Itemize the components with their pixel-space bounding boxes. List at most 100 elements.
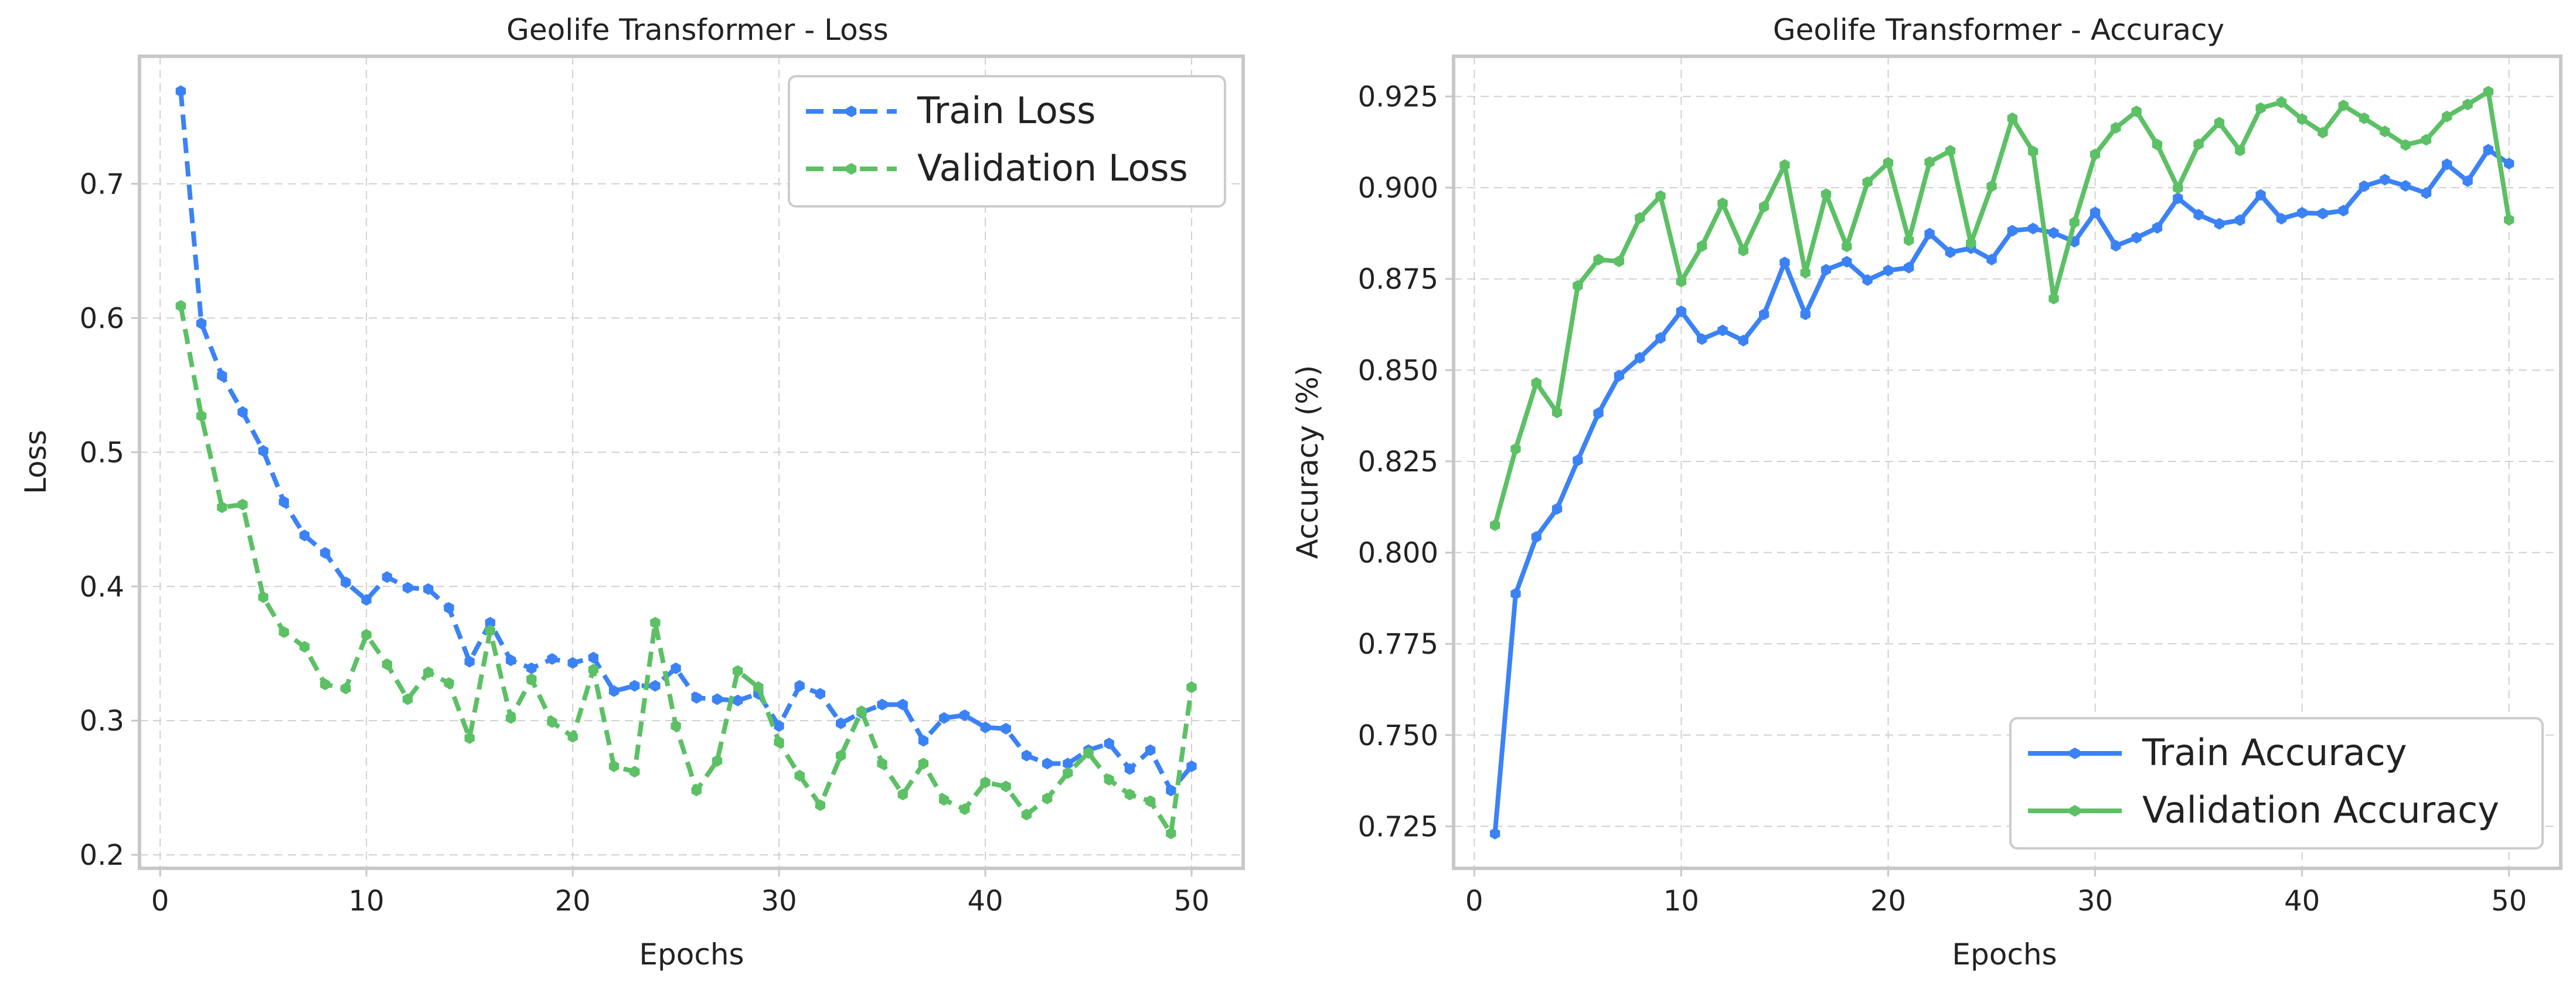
loss-y-tick-label: 0.6	[80, 302, 124, 335]
validation-accuracy-legend-marker	[2070, 805, 2080, 817]
loss-series	[175, 85, 1197, 840]
train-loss-point	[1001, 722, 1011, 735]
train-loss-point	[1166, 784, 1176, 797]
train-loss-point	[382, 571, 392, 583]
loss-x-tick-label: 40	[968, 885, 1003, 918]
train-loss-point	[733, 694, 743, 706]
train-loss-point	[691, 692, 702, 704]
accuracy-ticks: 0 10 20 30 40 50 0.725 0.750 0.775 0.800 0.825 0.85…	[1358, 80, 2527, 918]
train-accuracy-point	[2483, 144, 2494, 156]
loss-legend-box	[788, 75, 1226, 208]
validation-accuracy-point	[1842, 240, 1852, 253]
validation-accuracy-point	[1924, 156, 1935, 168]
train-accuracy-point	[2214, 218, 2225, 230]
train-accuracy-point	[2442, 158, 2452, 171]
accuracy-y-tick-label: 0.850	[1358, 354, 1438, 387]
train-accuracy-point	[1904, 261, 1914, 274]
train-loss-point	[794, 680, 805, 692]
validation-accuracy-point	[2421, 134, 2432, 146]
validation-accuracy-point	[1966, 237, 1976, 249]
train-accuracy-point	[1986, 253, 1997, 266]
train-accuracy-point	[2318, 208, 2328, 220]
validation-loss-point	[959, 803, 970, 816]
train-loss-point	[278, 496, 289, 508]
train-loss-point	[547, 653, 557, 665]
accuracy-legend-box	[2009, 717, 2544, 850]
train-accuracy-point	[1924, 227, 1935, 240]
validation-loss-point	[1186, 681, 1197, 693]
train-accuracy-point	[1697, 333, 1707, 345]
train-accuracy-point	[1883, 264, 1894, 277]
train-loss-point	[237, 406, 248, 418]
train-accuracy-point	[2338, 205, 2349, 217]
accuracy-chart: Geolife Transformer - Accuracy 0 10 20 30 40…	[1291, 13, 2563, 971]
train-loss-point	[1104, 738, 1114, 750]
train-accuracy-point	[1490, 827, 1500, 840]
legend-label-validation-loss: Validation Loss	[917, 147, 1188, 189]
validation-accuracy-point	[2338, 100, 2349, 111]
validation-accuracy-point	[2483, 86, 2494, 98]
train-accuracy-point	[2235, 214, 2245, 226]
validation-loss-point	[1083, 747, 1094, 759]
validation-loss-point	[464, 732, 475, 744]
legend-label-train-accuracy: Train Accuracy	[2142, 731, 2407, 774]
train-loss-point	[815, 688, 826, 700]
validation-accuracy-point	[1573, 280, 1583, 292]
loss-y-tick-label: 0.4	[80, 570, 124, 603]
accuracy-x-axis-label: Epochs	[1952, 937, 2057, 971]
validation-loss-point	[361, 629, 372, 641]
validation-accuracy-point	[1904, 234, 1914, 246]
train-accuracy-point	[2276, 213, 2286, 225]
validation-loss-point	[402, 693, 413, 705]
train-accuracy-point	[2152, 222, 2163, 234]
train-accuracy-point	[2028, 222, 2039, 235]
validation-loss-point	[774, 736, 784, 748]
validation-accuracy-point	[1862, 176, 1873, 188]
train-accuracy-point	[2462, 175, 2473, 187]
validation-accuracy-point	[1490, 519, 1500, 531]
train-accuracy-point	[2007, 225, 2017, 237]
validation-accuracy-point	[2214, 117, 2225, 129]
validation-accuracy-point	[1800, 267, 1811, 279]
accuracy-x-tick-label: 30	[2077, 885, 2113, 918]
validation-loss-point	[320, 678, 331, 691]
accuracy-y-axis-label: Accuracy (%)	[1291, 365, 1325, 559]
validation-accuracy-point	[2442, 110, 2452, 123]
train-loss-point	[608, 685, 620, 697]
train-loss-point	[712, 693, 723, 705]
loss-x-tick-label: 0	[151, 885, 169, 918]
validation-accuracy-point	[2400, 139, 2411, 151]
validation-accuracy-point	[2504, 213, 2514, 226]
validation-accuracy-point	[2028, 145, 2039, 158]
accuracy-x-tick-label: 10	[1663, 885, 1699, 918]
train-accuracy-point	[1655, 332, 1666, 344]
legend-label-validation-accuracy: Validation Accuracy	[2142, 789, 2499, 831]
accuracy-y-tick-label: 0.725	[1358, 810, 1438, 843]
loss-ticks: 0 10 20 30 40 50 0.2 0.3 0.4 0.5 0.6 0.7	[80, 168, 1210, 918]
validation-accuracy-point	[1779, 159, 1790, 171]
train-accuracy-point	[2131, 232, 2142, 244]
validation-accuracy-point	[1820, 188, 1832, 201]
accuracy-x-tick-label: 50	[2491, 885, 2527, 918]
loss-chart: Geolife Transformer - Loss 0 10 20 30 40 50 0.…	[19, 13, 1245, 971]
train-accuracy-point	[1779, 256, 1790, 269]
validation-loss-point	[278, 626, 289, 638]
accuracy-y-tick-label: 0.900	[1358, 172, 1438, 205]
validation-loss-point	[650, 617, 661, 629]
validation-accuracy-point	[1531, 377, 1541, 389]
loss-y-tick-label: 0.3	[80, 705, 124, 738]
train-loss-legend-marker	[846, 106, 857, 117]
train-accuracy-point	[1614, 369, 1625, 382]
validation-accuracy-point	[2297, 113, 2308, 125]
validation-loss-point	[444, 677, 454, 689]
accuracy-y-tick-label: 0.925	[1358, 80, 1438, 113]
train-loss-point	[341, 576, 351, 589]
validation-accuracy-point	[2048, 293, 2059, 305]
train-loss-point	[1145, 744, 1156, 756]
accuracy-x-tick-label: 0	[1465, 885, 1483, 918]
loss-x-tick-label: 10	[349, 885, 384, 918]
validation-accuracy-point	[2235, 144, 2245, 157]
train-accuracy-point	[1510, 587, 1521, 600]
validation-accuracy-line	[1492, 89, 2512, 526]
validation-accuracy-point	[2152, 138, 2163, 151]
